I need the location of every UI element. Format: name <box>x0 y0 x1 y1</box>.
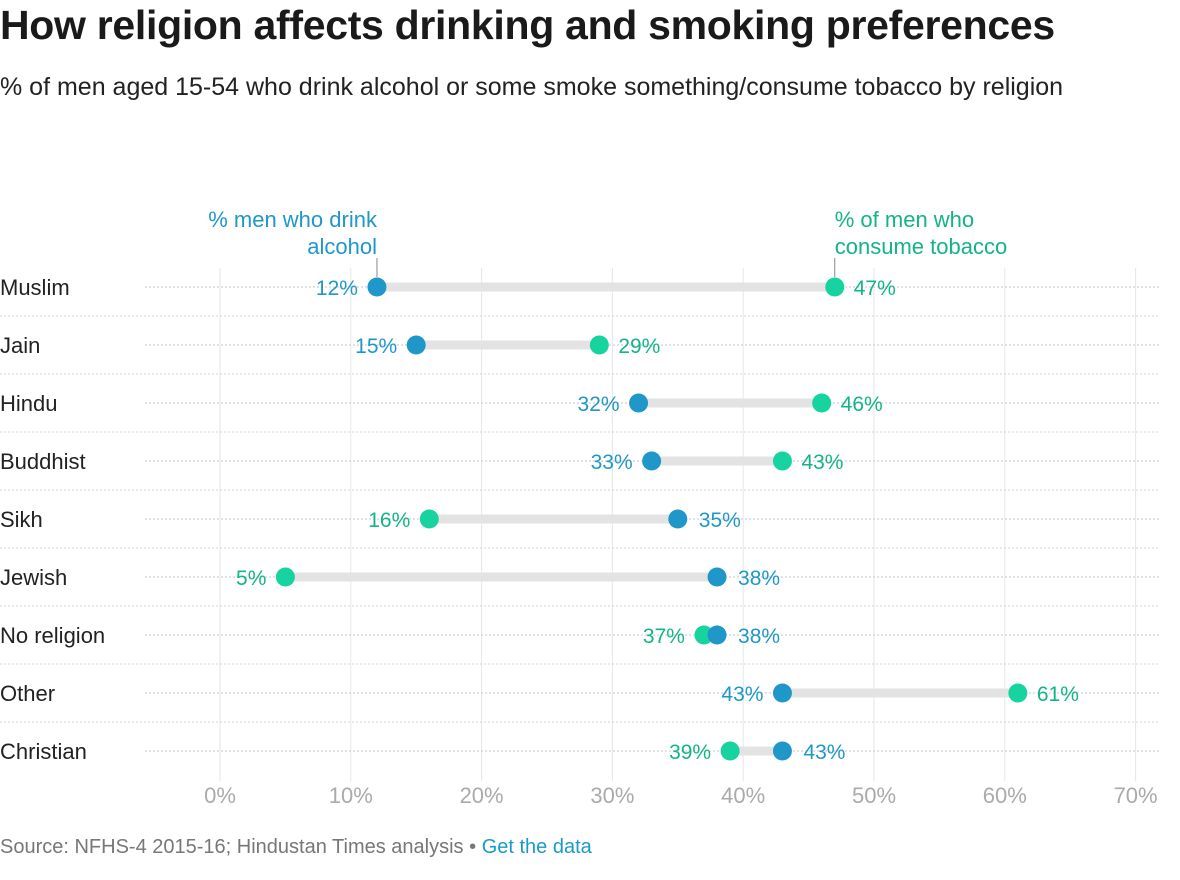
alcohol-value-label: 15% <box>355 335 397 358</box>
tobacco-value-label: 61% <box>1037 683 1079 706</box>
tobacco-legend-line2: consume tobacco <box>835 234 1007 259</box>
tobacco-dot <box>812 393 832 413</box>
category-label: Muslim <box>0 275 70 300</box>
alcohol-value-label: 43% <box>721 683 763 706</box>
tobacco-legend-line1: % of men who <box>835 207 974 232</box>
alcohol-value-label: 35% <box>699 509 741 532</box>
alcohol-dot <box>772 741 792 761</box>
source-separator: • <box>469 836 477 858</box>
x-tick-label: 20% <box>460 783 504 808</box>
alcohol-dot <box>629 393 649 413</box>
category-label: Sikh <box>0 507 43 532</box>
alcohol-dot <box>406 335 426 355</box>
tobacco-value-label: 5% <box>236 567 266 590</box>
alcohol-value-label: 43% <box>803 741 845 764</box>
tobacco-value-label: 16% <box>368 509 410 532</box>
chart-subtitle: % of men aged 15-54 who drink alcohol or… <box>0 73 1064 101</box>
alcohol-dot <box>367 277 387 297</box>
tobacco-dot <box>720 741 740 761</box>
get-the-data-link[interactable]: Get the data <box>481 836 592 858</box>
tobacco-value-label: 39% <box>669 741 711 764</box>
tobacco-dot <box>419 509 439 529</box>
alcohol-dot <box>707 567 727 587</box>
source-text: Source: NFHS-4 2015-16; Hindustan Times … <box>0 836 464 858</box>
tobacco-value-label: 29% <box>618 335 660 358</box>
x-tick-label: 50% <box>852 783 896 808</box>
tobacco-dot <box>589 335 609 355</box>
category-label: No religion <box>0 623 105 648</box>
alcohol-dot <box>642 451 662 471</box>
tobacco-dot <box>275 567 295 587</box>
alcohol-legend-line1: % men who drink <box>208 207 378 232</box>
x-tick-label: 60% <box>983 783 1027 808</box>
x-tick-label: 30% <box>590 783 634 808</box>
alcohol-dot <box>772 683 792 703</box>
x-tick-label: 10% <box>329 783 373 808</box>
alcohol-value-label: 38% <box>738 625 780 648</box>
tobacco-value-label: 43% <box>801 451 843 474</box>
tobacco-dot <box>825 277 845 297</box>
alcohol-legend-line2: alcohol <box>307 234 377 259</box>
source-note: Source: NFHS-4 2015-16; Hindustan Times … <box>0 836 592 859</box>
alcohol-value-label: 33% <box>591 451 633 474</box>
x-tick-label: 70% <box>1114 783 1158 808</box>
alcohol-value-label: 12% <box>316 277 358 300</box>
tobacco-dot <box>1008 683 1028 703</box>
category-label: Jewish <box>0 565 67 590</box>
tobacco-dot <box>694 625 714 645</box>
tobacco-dot <box>772 451 792 471</box>
category-label: Christian <box>0 739 87 764</box>
category-label: Hindu <box>0 391 57 416</box>
category-label: Buddhist <box>0 449 86 474</box>
alcohol-dot <box>668 509 688 529</box>
tobacco-value-label: 47% <box>854 277 896 300</box>
x-tick-label: 0% <box>204 783 236 808</box>
tobacco-value-label: 37% <box>643 625 685 648</box>
alcohol-value-label: 38% <box>738 567 780 590</box>
x-tick-label: 40% <box>721 783 765 808</box>
alcohol-value-label: 32% <box>578 393 620 416</box>
category-label: Other <box>0 681 55 706</box>
chart-title: How religion affects drinking and smokin… <box>0 2 1055 48</box>
category-label: Jain <box>0 333 40 358</box>
alcohol-dot <box>707 625 727 645</box>
tobacco-value-label: 46% <box>841 393 883 416</box>
